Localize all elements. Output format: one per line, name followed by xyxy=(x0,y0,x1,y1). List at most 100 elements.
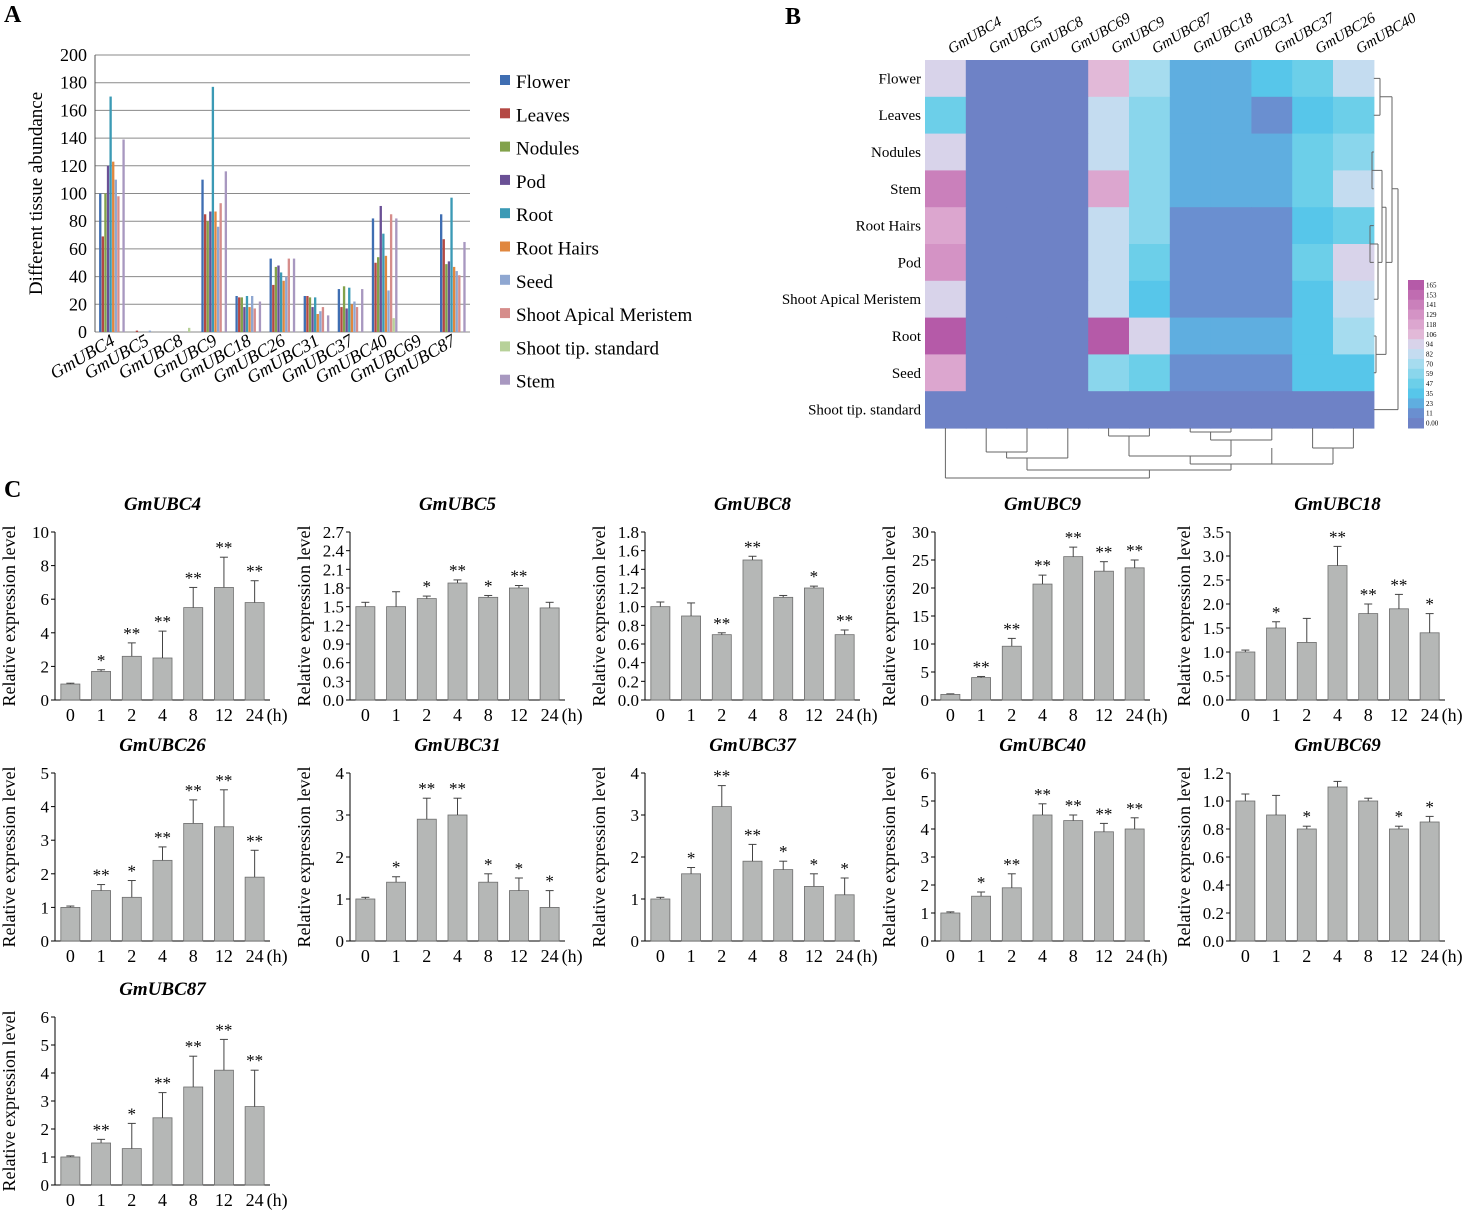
bar xyxy=(104,193,107,332)
significance-mark: ** xyxy=(154,612,171,631)
color-scale-label: 153 xyxy=(1426,291,1437,299)
y-axis-label: Relative expression level xyxy=(294,526,314,707)
heatmap-cell xyxy=(925,244,967,282)
x-unit-label: (h) xyxy=(857,705,878,726)
color-scale-swatch xyxy=(1408,388,1424,399)
bar xyxy=(121,1148,142,1186)
significance-mark: * xyxy=(545,872,554,891)
heatmap-cell xyxy=(1333,207,1375,245)
y-tick-label: 0.8 xyxy=(618,616,639,635)
significance-mark: * xyxy=(1395,807,1404,826)
bar xyxy=(214,1069,234,1186)
bar xyxy=(355,307,359,332)
row-label: Root Hairs xyxy=(856,219,922,235)
color-scale-swatch xyxy=(1408,309,1424,320)
heatmap-cell xyxy=(965,244,1008,282)
heatmap-cell xyxy=(1333,133,1375,171)
bar xyxy=(109,96,112,332)
significance-mark: ** xyxy=(713,767,730,786)
bar xyxy=(112,161,115,332)
heatmap-cell xyxy=(1047,317,1089,355)
bar xyxy=(971,677,991,701)
heatmap-cell xyxy=(1333,60,1375,98)
y-tick-label: 1.8 xyxy=(618,523,639,542)
x-tick-label: 1 xyxy=(687,946,696,966)
heatmap-cell xyxy=(1251,207,1293,245)
bar xyxy=(1235,800,1256,942)
x-tick-label: 8 xyxy=(779,705,788,725)
x-tick-label: 1 xyxy=(1272,946,1281,966)
bar xyxy=(216,226,220,332)
bar xyxy=(121,655,142,701)
heatmap-cell xyxy=(1129,133,1171,171)
bar xyxy=(350,304,354,332)
bar xyxy=(478,881,499,942)
y-tick-label: 0.6 xyxy=(618,635,639,654)
y-tick-label: 2 xyxy=(41,1120,50,1139)
y-tick-label: 60 xyxy=(69,239,87,259)
x-unit-label: (h) xyxy=(1442,946,1463,967)
heatmap-cell xyxy=(1088,207,1130,245)
legend-label: Pod xyxy=(516,172,546,193)
bar xyxy=(416,598,437,701)
bar xyxy=(1235,651,1256,701)
x-tick-label: 8 xyxy=(1364,946,1373,966)
y-tick-label: 1.8 xyxy=(323,579,344,598)
y-tick-label: 0.4 xyxy=(618,654,640,673)
significance-mark: ** xyxy=(449,561,466,580)
significance-mark: ** xyxy=(1095,804,1112,823)
heatmap-cell xyxy=(1251,354,1293,392)
bar xyxy=(285,276,288,332)
y-tick-label: 4 xyxy=(631,764,640,783)
bar xyxy=(509,890,529,942)
color-scale-label: 47 xyxy=(1426,380,1434,388)
significance-mark: * xyxy=(1425,797,1434,816)
bar xyxy=(99,193,102,332)
bar xyxy=(240,297,243,332)
x-tick-label: 1 xyxy=(392,946,401,966)
bar xyxy=(940,912,961,942)
bar xyxy=(1389,828,1409,942)
y-tick-label: 0.0 xyxy=(618,691,639,710)
y-axis-label: Relative expression level xyxy=(0,767,19,948)
y-tick-label: 2.4 xyxy=(323,542,345,561)
heatmap-cell xyxy=(1251,96,1293,135)
heatmap-cell xyxy=(925,133,967,171)
heatmap-cell xyxy=(1333,354,1375,392)
x-tick-label: 8 xyxy=(189,705,198,725)
significance-mark: ** xyxy=(1360,585,1377,604)
bar xyxy=(1124,567,1145,701)
heatmap-cell xyxy=(1169,60,1212,98)
x-tick-label: 0 xyxy=(66,946,75,966)
x-tick-label: 8 xyxy=(779,946,788,966)
legend-label: Root xyxy=(516,205,554,226)
heatmap-cell xyxy=(1210,207,1252,245)
significance-mark: ** xyxy=(1126,541,1143,560)
x-tick-label: 24 xyxy=(1126,946,1144,966)
color-scale-swatch xyxy=(1408,289,1424,301)
bar xyxy=(389,214,393,332)
legend-swatch xyxy=(500,108,510,119)
bar xyxy=(91,890,111,942)
y-tick-label: 15 xyxy=(912,607,929,626)
x-unit-label: (h) xyxy=(1147,705,1168,726)
bar xyxy=(244,876,265,942)
row-label: Shoot tip. standard xyxy=(808,403,921,419)
bar xyxy=(1094,831,1114,942)
significance-mark: ** xyxy=(1095,543,1112,562)
x-unit-label: (h) xyxy=(267,946,288,967)
x-tick-label: 12 xyxy=(1095,705,1113,725)
y-tick-label: 0.2 xyxy=(1203,904,1224,923)
x-tick-label: 2 xyxy=(717,946,726,966)
y-tick-label: 3.0 xyxy=(1203,547,1224,566)
heatmap-cell xyxy=(925,354,967,392)
x-tick-label: 12 xyxy=(1390,946,1408,966)
x-tick-label: 12 xyxy=(1390,705,1408,725)
bar xyxy=(1032,583,1053,701)
bar xyxy=(314,297,317,332)
row-label: Shoot Apical Meristem xyxy=(782,292,921,308)
bar xyxy=(416,818,437,942)
x-tick-label: 4 xyxy=(748,946,757,966)
x-tick-label: 12 xyxy=(805,946,823,966)
